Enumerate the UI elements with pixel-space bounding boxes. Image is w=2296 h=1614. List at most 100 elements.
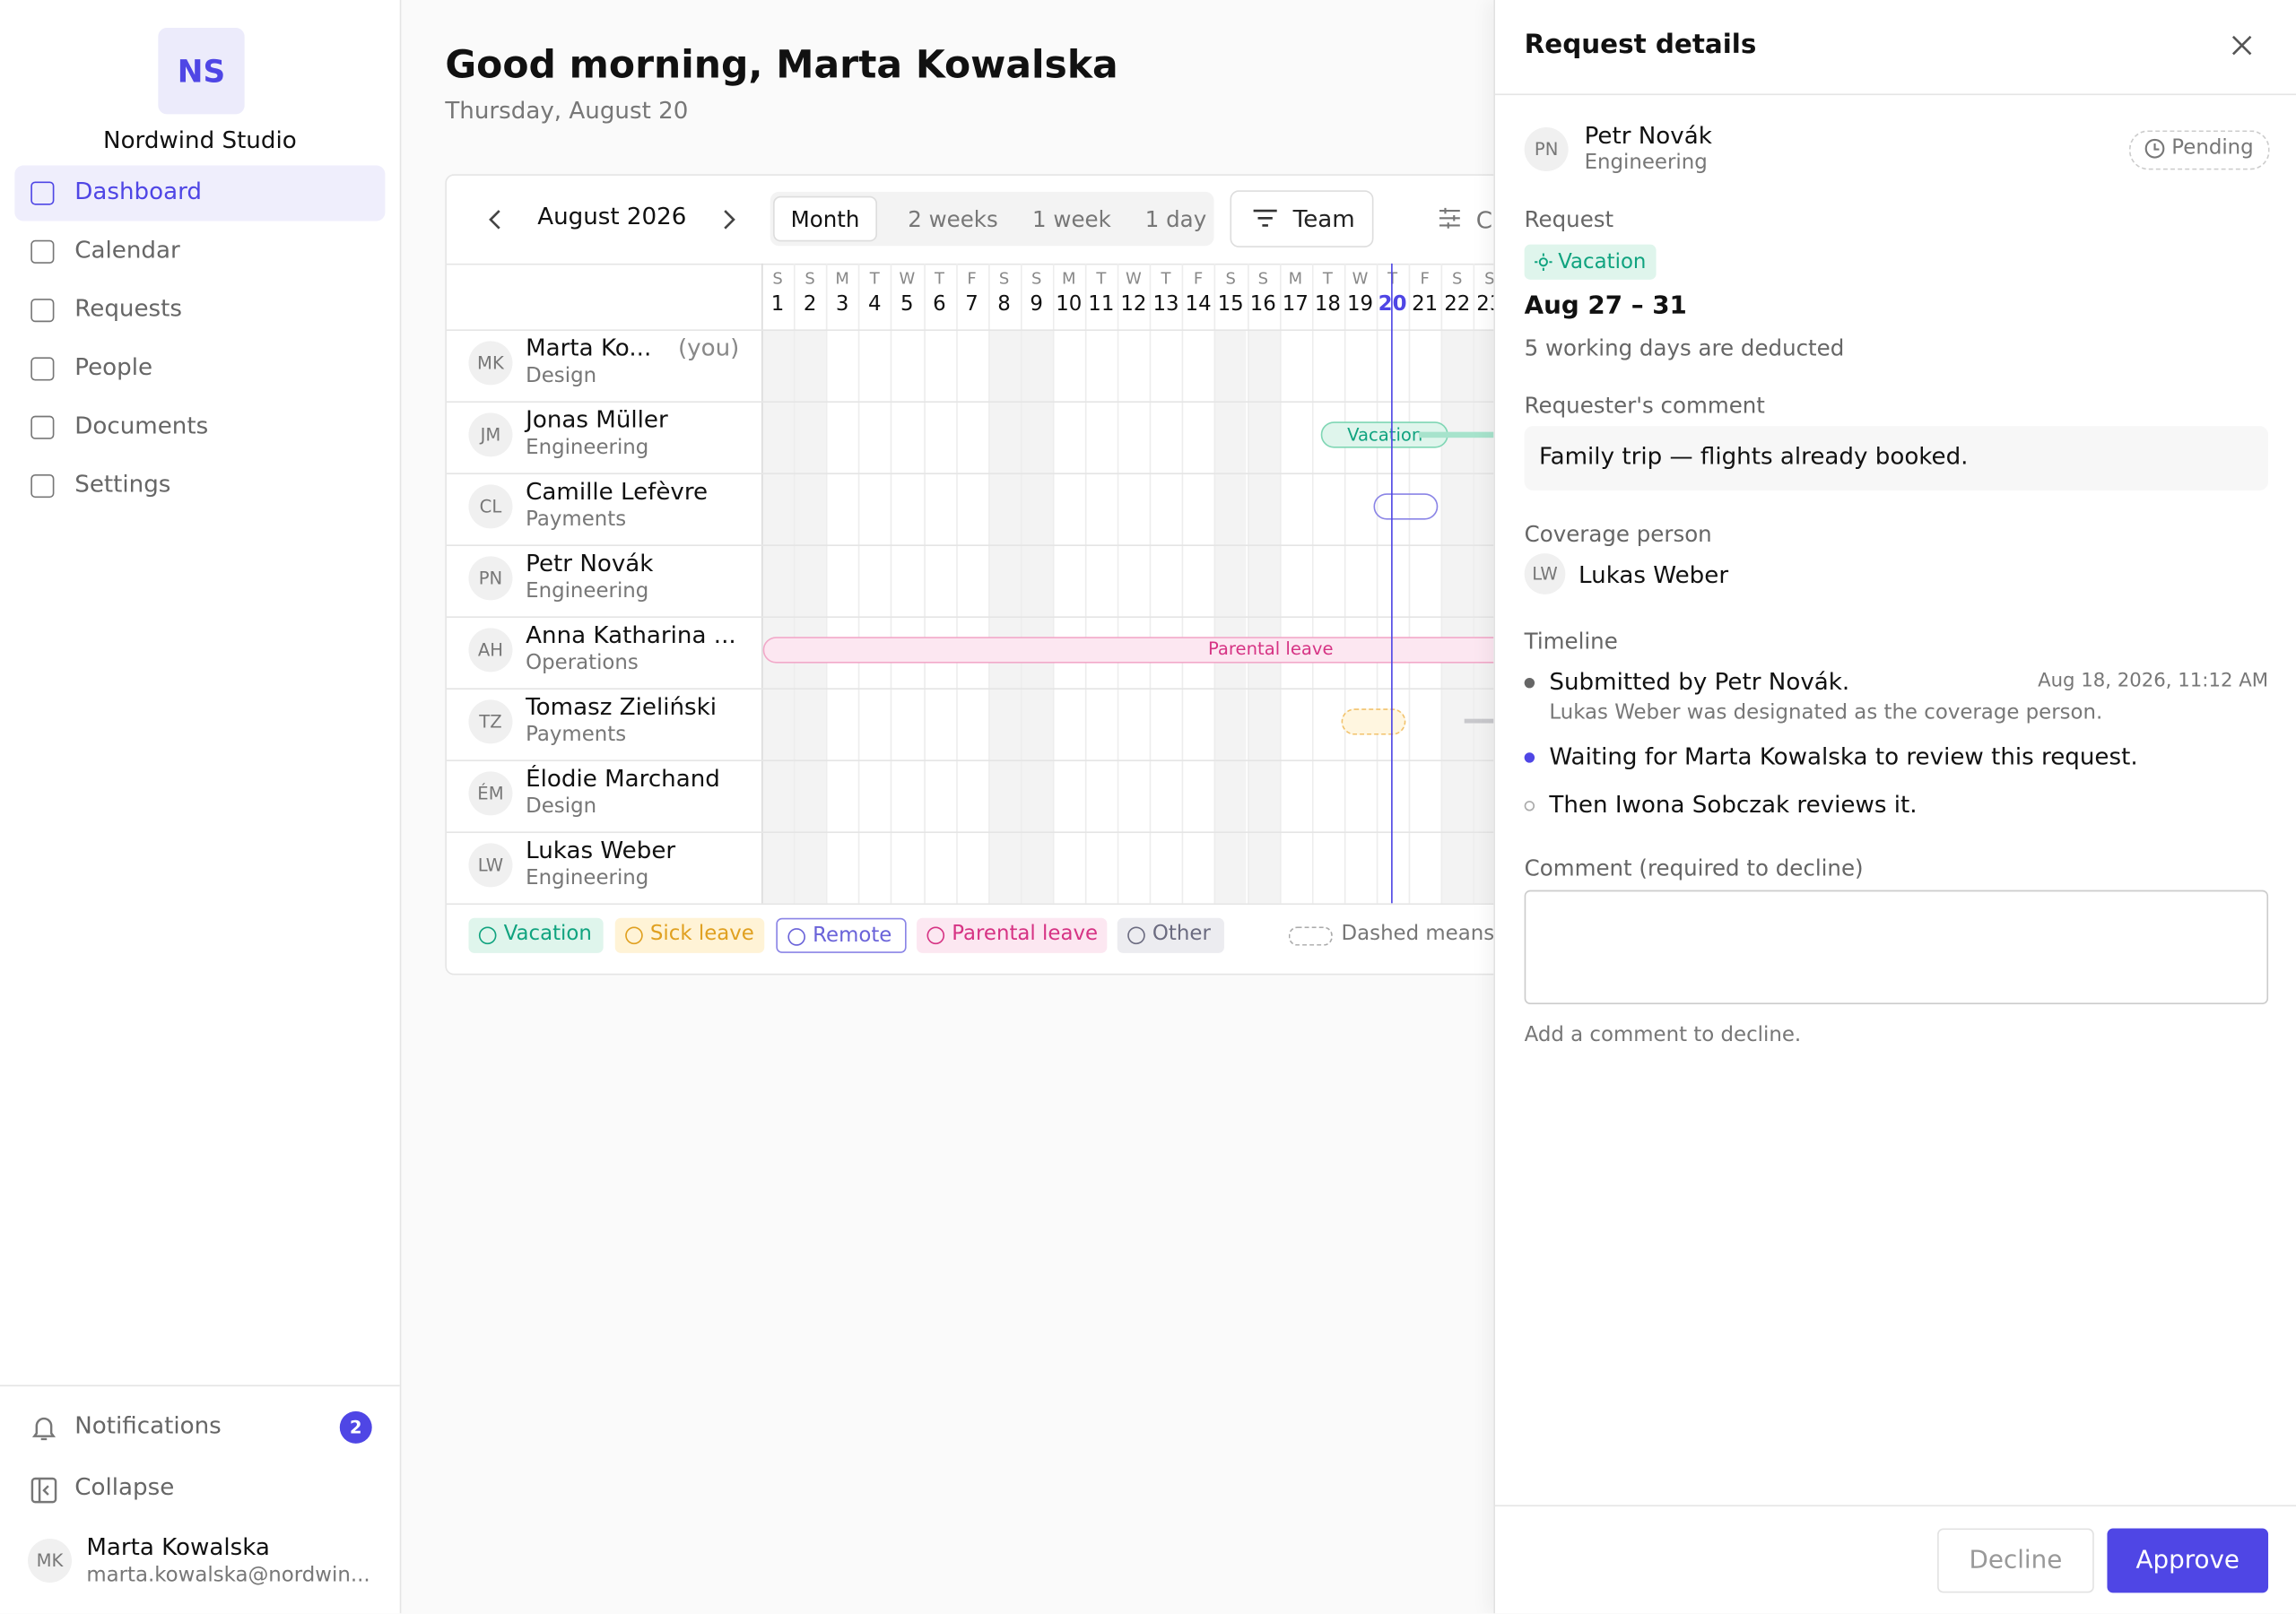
person-dept: Payments (526, 508, 627, 532)
collapse-icon (30, 1477, 57, 1504)
weekday: M (1288, 269, 1303, 289)
weekday: S (1452, 269, 1463, 289)
day-number: 10 (1056, 292, 1083, 317)
day-divider (891, 263, 892, 904)
day-divider (987, 263, 990, 904)
notifications[interactable]: Notifications (74, 1410, 222, 1439)
filter-icon (1253, 209, 1277, 227)
day-number: 16 (1249, 292, 1276, 317)
nav-icon (30, 239, 55, 264)
deduction: 5 working days are deducted (1524, 334, 1845, 362)
person-name: Jonas Müller (526, 405, 668, 434)
logo: NS (158, 28, 245, 115)
timeline-sub: Lukas Weber was designated as the covera… (1549, 701, 2103, 725)
comment: Family trip — flights already booked. (1538, 442, 1969, 471)
weekday: T (934, 269, 944, 289)
nav-active (14, 165, 386, 221)
weekday: T (1322, 269, 1333, 289)
weekday: T (1161, 269, 1171, 289)
person-avatar: JM (468, 412, 513, 457)
collapse[interactable]: Collapse (74, 1472, 175, 1501)
day-number: 22 (1444, 292, 1471, 317)
timeline-label: Timeline (1524, 628, 1618, 655)
weekday: S (998, 269, 1010, 289)
row-divider (446, 401, 1765, 403)
weekday: M (835, 269, 849, 289)
org-name: Nordwind Studio (103, 126, 297, 154)
day-number: 15 (1217, 292, 1244, 317)
row-divider (446, 831, 1765, 834)
request-label: Request (1524, 206, 1614, 233)
nav-item[interactable]: Calendar (74, 235, 180, 264)
day-number: 21 (1412, 292, 1439, 317)
person-dept: Operations (526, 651, 639, 675)
weekend-shade (1440, 329, 1474, 904)
team-filter[interactable] (1230, 190, 1374, 247)
day-divider (1182, 263, 1184, 904)
weekday: F (1193, 269, 1204, 289)
close-button[interactable] (2231, 34, 2254, 57)
options-label[interactable]: C (1475, 206, 1493, 235)
nav-item[interactable]: Requests (74, 294, 182, 323)
legend-label: Parental leave (952, 922, 1099, 946)
view-active (773, 195, 877, 242)
nav-icon (30, 415, 55, 439)
type: Vacation (1558, 250, 1647, 274)
view-option[interactable]: 1 week (1032, 206, 1111, 233)
weekend-shade (1247, 329, 1280, 904)
person-dept: Design (526, 364, 597, 388)
view-option[interactable]: Month (790, 206, 860, 233)
bell-icon (31, 1417, 57, 1441)
date: Thursday, August 20 (445, 96, 689, 125)
weekday: W (1126, 269, 1142, 289)
day-divider (1117, 263, 1119, 904)
day-divider (1344, 263, 1346, 904)
requester-name: Petr Novák (1584, 121, 1712, 150)
day-divider (1084, 263, 1087, 904)
person-avatar: CL (468, 484, 513, 529)
dashed-sample (1288, 926, 1333, 946)
day-divider (794, 263, 796, 904)
day-number: 19 (1346, 292, 1374, 317)
column-divider (761, 263, 763, 904)
requester-dept: Engineering (1584, 151, 1708, 175)
prev-button[interactable] (484, 208, 505, 231)
person-dept: Engineering (526, 436, 649, 460)
approve-button[interactable]: Approve (2107, 1528, 2269, 1593)
view-option[interactable]: 1 day (1144, 206, 1207, 233)
nav-icon (30, 357, 55, 381)
day-divider (1376, 263, 1378, 904)
day-divider (1440, 263, 1443, 904)
nav-item[interactable]: Dashboard (74, 177, 203, 205)
person-avatar: TZ (468, 699, 513, 744)
day-number: 6 (933, 292, 946, 317)
weekday: T (1096, 269, 1107, 289)
nav-item[interactable]: People (74, 352, 153, 381)
dashed-note: Dashed means (1341, 922, 1495, 946)
day-divider (1408, 263, 1411, 904)
legend-label: Remote (813, 924, 892, 948)
day-number: 1 (770, 292, 785, 317)
timeline-dot (1524, 801, 1535, 811)
nav-item[interactable]: Documents (74, 411, 209, 439)
options-icon (1439, 207, 1460, 229)
timeline-text: Then Iwona Sobczak reviews it. (1549, 790, 1918, 819)
dates: Aug 27 – 31 (1524, 291, 1687, 321)
nav-item[interactable]: Settings (74, 470, 171, 499)
decline-button[interactable]: Decline (1937, 1528, 2094, 1593)
next-button[interactable] (719, 208, 740, 231)
weekday: F (967, 269, 977, 289)
notification-badge: 2 (339, 1410, 372, 1444)
weekday: S (772, 269, 783, 289)
view-option[interactable]: 2 weeks (908, 206, 998, 233)
weekday: T (1387, 269, 1398, 289)
clock-icon (2144, 138, 2165, 159)
person-name: Petr Novák (526, 549, 654, 577)
weekday: M (1062, 269, 1076, 289)
day-divider (1052, 263, 1055, 904)
requester-avatar: PN (1524, 127, 1569, 172)
person-avatar: MK (468, 341, 513, 386)
comment-input[interactable] (1524, 889, 2269, 1005)
day-number: 2 (803, 292, 817, 317)
